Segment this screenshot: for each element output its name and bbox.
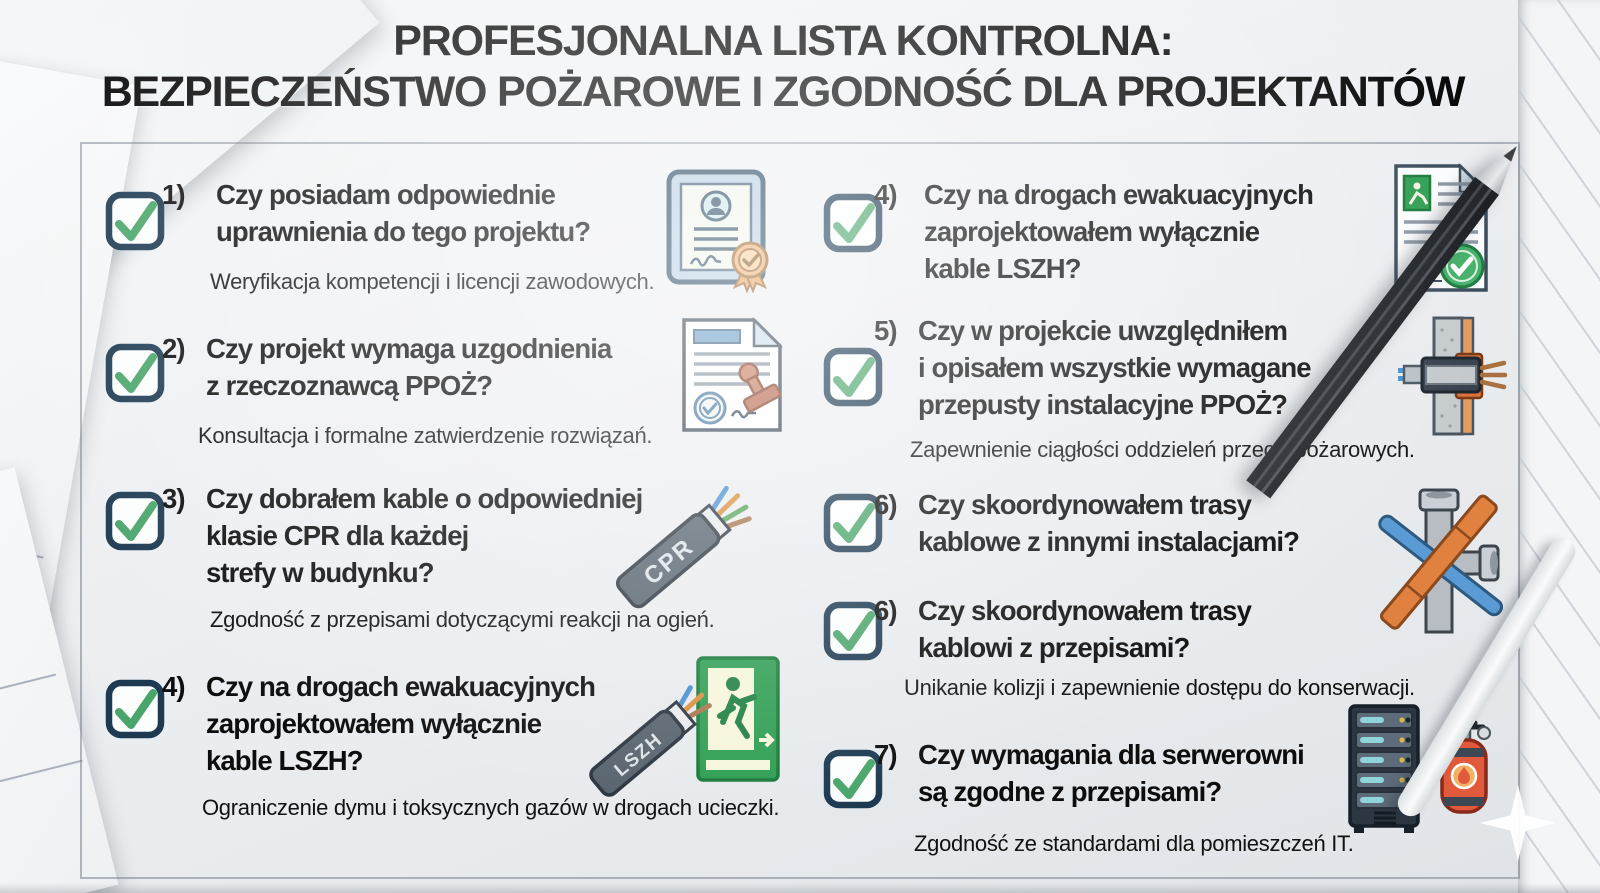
item-question: 7) Czy wymagania dla serwerowni są zgodn… [874,736,1388,810]
item-number: 4) [162,671,186,702]
page-title-line2: BEZPIECZEŃSTWO POŻAROWE I ZGODNOŚĆ DLA P… [101,68,1466,116]
item-caption: Zapewnienie ciągłości oddzieleń przeciwp… [910,437,1415,462]
item-number: 7) [874,739,898,770]
checkbox[interactable] [104,342,166,404]
checkbox[interactable] [822,492,884,554]
item-number: 1) [162,179,186,210]
item-question: 1) Czy posiadam odpowiednie uprawnienia … [162,176,666,250]
firestop-penetration-icon [1398,316,1508,436]
item-number: 3) [162,483,186,514]
checkmark-icon [105,191,165,251]
item-caption: Weryfikacja kompetencji i licencji zawod… [210,269,655,294]
item-question: 5) Czy w projekcie uwzględniłem i opisał… [874,312,1398,423]
lszh-cable-exit-sign-icon: LSZH [589,652,786,802]
item-question: 6) Czy skoordynowałem trasy kablowe z in… [874,486,1398,560]
item-number: 4) [874,179,898,210]
item-number: 2) [162,333,186,364]
server-room-fire-icon [1344,702,1496,836]
checkbox[interactable] [104,490,166,552]
blueprint-sheet [1518,0,1600,893]
checkbox[interactable] [104,678,166,740]
item-number: 6) [874,489,898,520]
blueprint-line [0,673,57,695]
checkmark-icon [823,347,883,407]
blueprint-line [0,759,83,785]
blueprint-lines [1518,0,1600,893]
checklist-panel-border [80,142,1520,879]
checkmark-icon [105,491,165,551]
checkmark-icon [105,679,165,739]
checkbox[interactable] [104,190,166,252]
item-number: 6) [874,595,898,626]
item-question: 2) Czy projekt wymaga uzgodnienia z rzec… [162,330,676,404]
checkmark-icon [823,601,883,661]
checkmark-icon [823,749,883,809]
cpr-cable-icon: CPR [615,476,785,616]
item-caption: Konsultacja i formalne zatwierdzenie roz… [198,423,653,448]
checkmark-icon [823,493,883,553]
item-caption: Ograniczenie dymu i toksycznych gazów w … [202,795,780,820]
certificate-icon [664,168,776,294]
item-question: 4) Czy na drogach ewakuacyjnych zaprojek… [874,176,1394,287]
item-caption: Zgodność z przepisami dotyczącymi reakcj… [210,607,715,632]
item-number: 5) [874,315,898,346]
item-caption: Zgodność ze standardami dla pomieszczeń … [914,831,1354,856]
item-question: 3) Czy dobrałem kable o odpowiedniej kla… [162,480,686,591]
checkbox[interactable] [822,748,884,810]
checkbox[interactable] [822,192,884,254]
crossed-pipes-icon [1374,486,1504,634]
item-caption: Unikanie kolizji i zapewnienie dostępu d… [904,675,1415,700]
paper-edge-shadow [0,883,1600,893]
checkbox[interactable] [822,600,884,662]
checkmark-icon [105,343,165,403]
page-title-line1: PROFESJONALNA LISTA KONTROLNA: [393,17,1174,65]
page-title: PROFESJONALNA LISTA KONTROLNA: BEZPIECZE… [0,16,1566,118]
stamped-document-icon [678,316,786,434]
item-question: 4) Czy na drogach ewakuacyjnych zaprojek… [162,668,676,779]
item-question: 6) Czy skoordynowałem trasy kablowi z pr… [874,592,1358,666]
checkmark-icon [823,193,883,253]
checkbox[interactable] [822,346,884,408]
